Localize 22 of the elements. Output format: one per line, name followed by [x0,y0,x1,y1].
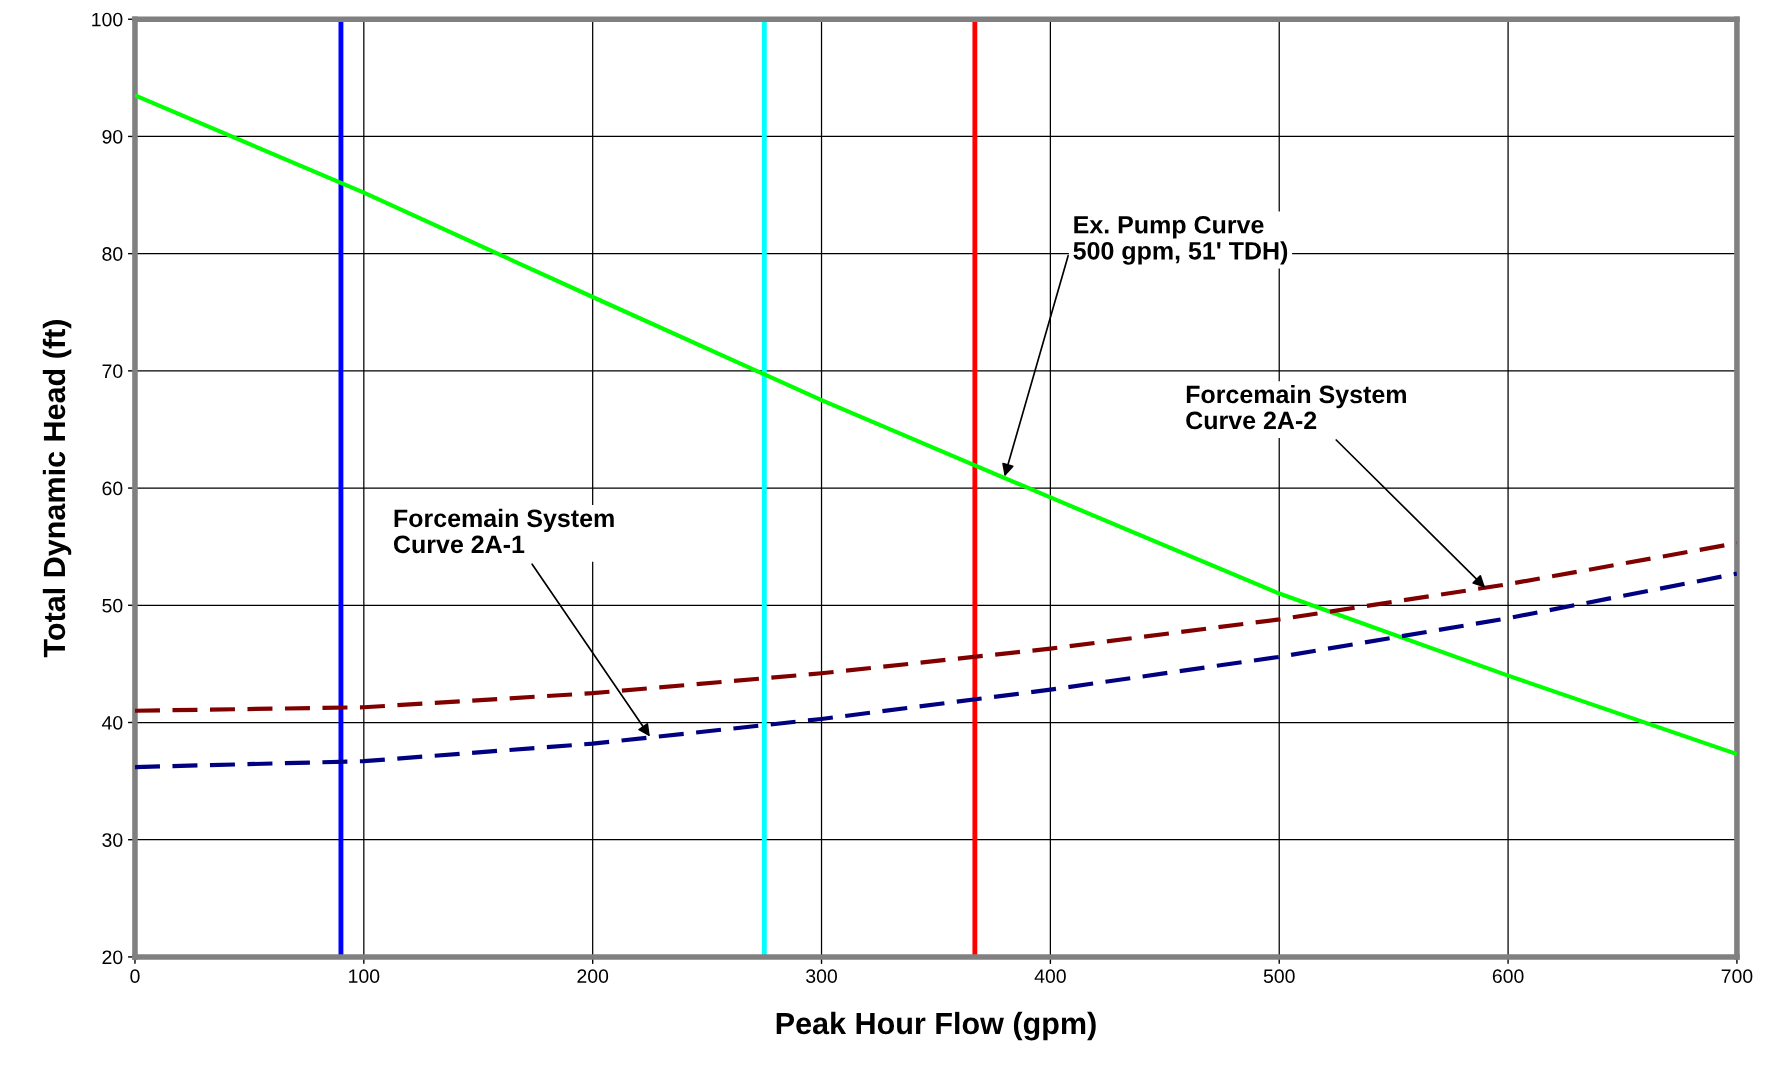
y-tick-label: 20 [102,950,123,965]
x-tick-label: 700 [1721,969,1753,984]
x-tick-label: 300 [806,969,837,984]
x-tick-label: 100 [349,969,380,984]
y-tick-label: 40 [101,715,123,730]
annotation: Forcemain System Curve 2A-2 [1186,384,1406,430]
y-axis-title: Total Dynamic Head (ft) [42,320,72,658]
x-tick-label: 0 [130,969,140,984]
x-axis-title: Peak Hour Flow (gpm) [776,1011,1096,1041]
y-tick-label: 100 [92,12,123,27]
x-tick-label: 400 [1034,969,1066,984]
annotation: Ex. Pump Curve 500 gpm, 51' TDH) [1073,215,1288,265]
y-tick-label: 30 [102,833,123,847]
x-tick-label: 200 [577,969,609,984]
x-tick-label: 600 [1492,969,1524,984]
y-tick-label: 70 [102,364,123,379]
annotation: Forcemain System Curve 2A-1 [393,508,614,554]
y-tick-label: 80 [102,247,123,261]
y-tick-label: 60 [102,481,123,496]
y-tick-label: 90 [102,129,123,144]
y-tick-label: 50 [102,598,123,613]
x-tick-label: 500 [1263,969,1295,984]
